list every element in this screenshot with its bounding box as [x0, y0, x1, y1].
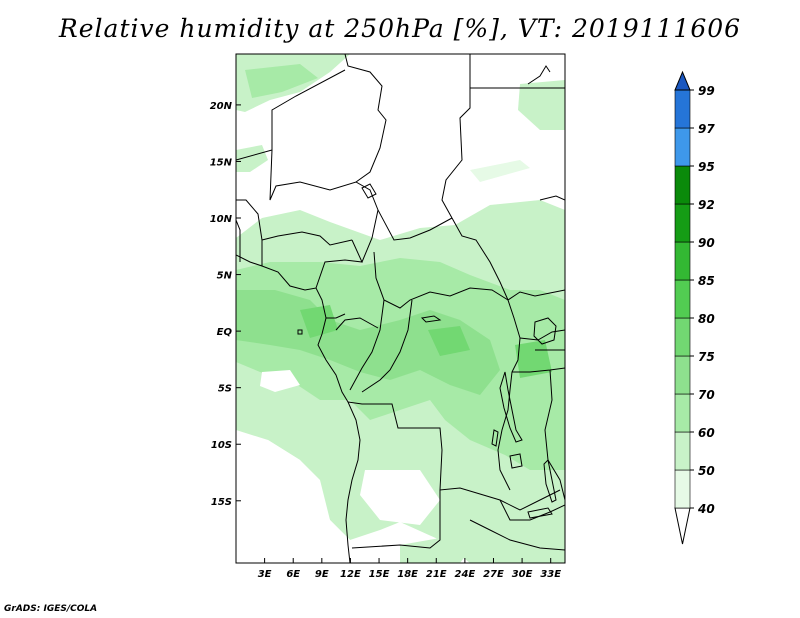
lat-tick-label-EQ: EQ: [217, 327, 233, 338]
colorbar-swatch-10: [674, 127, 691, 167]
colorbar-label-92: 92: [698, 198, 715, 212]
colorbar-swatch-9: [674, 165, 691, 205]
lat-tick-label-20N: 20N: [210, 101, 233, 112]
humidity-cell-b: [428, 326, 470, 356]
colorbar-swatch-6: [674, 279, 691, 319]
colorbar-label-40: 40: [697, 502, 715, 516]
lake-victoria: [533, 317, 557, 345]
lon-tick-label-30E: 30E: [512, 569, 533, 580]
colorbar-swatch-8: [674, 203, 691, 243]
humidity-patch-nw-core: [245, 64, 318, 98]
humidity-dry-sw: [236, 430, 350, 563]
lat-tick-label-10N: 10N: [210, 214, 233, 225]
colorbar-label-60: 60: [698, 426, 715, 440]
colorbar-swatch-5: [674, 317, 691, 357]
colorbar-swatch-1: [674, 469, 691, 509]
colorbar-extend-high: [674, 70, 691, 91]
lon-tick-label-24E: 24E: [454, 569, 475, 580]
lon-tick-label-6E: 6E: [286, 569, 300, 580]
colorbar-swatch-7: [674, 241, 691, 281]
map-frame: [235, 53, 566, 564]
lat-tick-label-5N: 5N: [217, 271, 233, 282]
coastline-west: [236, 254, 361, 563]
lon-tick-label-21E: 21E: [426, 569, 447, 580]
lat-tick-label-10S: 10S: [211, 440, 232, 451]
humidity-dry-gabon: [260, 370, 300, 392]
humidity-patch-sahel-wisp: [470, 160, 530, 182]
colorbar-label-90: 90: [698, 236, 715, 250]
humidity-patch-south: [400, 538, 470, 563]
colorbar-label-75: 75: [698, 350, 715, 364]
lake-chad: [361, 183, 377, 199]
lat-tick-label-5S: 5S: [218, 384, 232, 395]
colorbar-label-70: 70: [698, 388, 715, 402]
colorbar-swatch-2: [674, 431, 691, 471]
map-title: Relative humidity at 250hPa [%], VT: 201…: [58, 14, 742, 43]
lon-tick-label-12E: 12E: [340, 569, 361, 580]
longitude-axis: 3E 6E 9E 12E 15E 18E 21E 24E 27E 30E 33E: [258, 558, 561, 580]
lon-tick-label-33E: 33E: [540, 569, 561, 580]
colorbar-extend-low: [674, 507, 691, 545]
colorbar-swatch-4: [674, 355, 691, 395]
lon-tick-label-3E: 3E: [258, 569, 272, 580]
lon-tick-label-18E: 18E: [397, 569, 418, 580]
humidity-patch-angola: [360, 470, 440, 525]
humidity-patch-ne: [518, 80, 565, 130]
colorbar-label-85: 85: [698, 274, 715, 288]
latitude-axis: 20N 15N 10N 5N EQ 5S 10S 15S: [210, 101, 241, 508]
humidity-patch-west: [236, 145, 268, 172]
lat-tick-label-15N: 15N: [210, 157, 233, 168]
colorbar-swatch-3: [674, 393, 691, 433]
colorbar-label-95: 95: [698, 160, 715, 174]
country-borders: [236, 54, 565, 563]
lon-tick-label-9E: 9E: [315, 569, 329, 580]
colorbar-swatch-11: [674, 89, 691, 129]
lake-malawi: [543, 458, 557, 503]
credit-label: GrADS: IGES/COLA: [4, 604, 98, 614]
humidity-cell-a: [300, 305, 338, 338]
colorbar-label-97: 97: [698, 122, 715, 136]
colorbar-label-99: 99: [698, 84, 715, 98]
colorbar-label-50: 50: [698, 464, 715, 478]
colorbar-label-80: 80: [698, 312, 715, 326]
lat-tick-label-15S: 15S: [211, 497, 232, 508]
lake-tanganyika: [499, 371, 523, 443]
colorbar: 40 50 60 70 75 80 85 90 92 95 97 99: [674, 70, 715, 545]
lon-tick-label-27E: 27E: [483, 569, 504, 580]
humidity-field: [236, 54, 565, 563]
lon-tick-label-15E: 15E: [369, 569, 390, 580]
